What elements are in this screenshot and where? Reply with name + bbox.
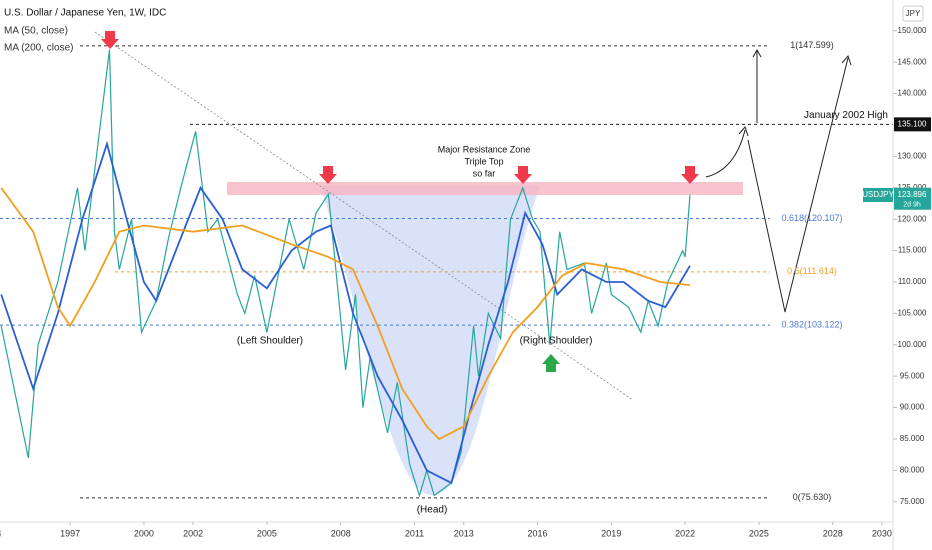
fib-label: 0.618(120.107) bbox=[781, 213, 842, 223]
chart-title: U.S. Dollar / Japanese Yen, 1W, IDC bbox=[4, 8, 166, 19]
symbol-tag bbox=[863, 188, 893, 202]
y-tick-label: 100.000 bbox=[898, 340, 927, 349]
x-tick-label: 2028 bbox=[823, 528, 843, 538]
projection-curve bbox=[705, 129, 746, 178]
arrow-head bbox=[841, 55, 852, 66]
x-tick-label: 2030 bbox=[872, 528, 892, 538]
red-arrow bbox=[101, 31, 119, 49]
ma-line bbox=[0, 140, 691, 485]
x-tick-label: 2008 bbox=[331, 528, 351, 538]
y-tick-label: 140.000 bbox=[898, 89, 927, 98]
resistance-zone bbox=[227, 182, 743, 195]
symbol: USDJPY bbox=[862, 190, 894, 199]
y-tick-label: 75.000 bbox=[900, 497, 925, 506]
projection bbox=[705, 48, 852, 313]
y-tick-label: 125.000 bbox=[898, 183, 927, 192]
signal-arrows bbox=[101, 31, 699, 372]
green-arrow bbox=[542, 354, 560, 372]
x-tick-label: 2002 bbox=[183, 528, 203, 538]
high-level-tag bbox=[894, 117, 931, 132]
trend-line bbox=[94, 31, 634, 401]
annotation: so far bbox=[473, 168, 496, 178]
y-tick-label: 120.000 bbox=[898, 214, 927, 223]
x-tick-label: 2013 bbox=[454, 528, 474, 538]
annotation: (Left Shoulder) bbox=[237, 336, 303, 347]
countdown: 2d 9h bbox=[903, 202, 921, 209]
y-tick-label: 95.000 bbox=[900, 371, 925, 380]
y-tick-label: 85.000 bbox=[900, 434, 925, 443]
annotation: (Head) bbox=[417, 505, 448, 516]
ma-line bbox=[0, 187, 691, 441]
red-arrow bbox=[319, 166, 337, 184]
annotation: Triple Top bbox=[464, 156, 503, 166]
annotation: Major Resistance Zone bbox=[438, 144, 531, 154]
plot bbox=[0, 31, 893, 499]
x-tick-label: 2025 bbox=[749, 528, 769, 538]
legend-entry: MA (200, close) bbox=[4, 43, 73, 54]
annotation: (Right Shoulder) bbox=[520, 336, 593, 347]
currency: JPY bbox=[906, 9, 921, 18]
arrow-head bbox=[752, 48, 762, 58]
x-tick-label: 1997 bbox=[60, 528, 80, 538]
x-tick-label: 2005 bbox=[257, 528, 277, 538]
y-tick-label: 150.000 bbox=[898, 26, 927, 35]
red-arrow bbox=[514, 166, 532, 184]
high-level-label: 135.100 bbox=[898, 119, 927, 128]
legend-entry: MA (50, close) bbox=[4, 26, 68, 37]
red-arrow bbox=[681, 166, 699, 184]
price-line bbox=[0, 49, 691, 498]
y-tick-label: 105.000 bbox=[898, 308, 927, 317]
y-tick-label: 80.000 bbox=[900, 465, 925, 474]
y-tick-label: 145.000 bbox=[898, 57, 927, 66]
x-tick-label: 2000 bbox=[134, 528, 154, 538]
last-price: 123.896 bbox=[898, 190, 927, 199]
y-tick-label: 90.000 bbox=[900, 403, 925, 412]
arrow-head bbox=[738, 126, 749, 137]
x-tick-label: 94 bbox=[0, 528, 1, 538]
x-tick-label: 2019 bbox=[601, 528, 621, 538]
y-tick-label: 130.000 bbox=[898, 151, 927, 160]
y-tick-label: 110.000 bbox=[898, 277, 927, 286]
fib-label: 0.382(103.122) bbox=[781, 320, 842, 330]
fib-label: 0.5(111.614) bbox=[787, 266, 837, 276]
y-tick-label: 115.000 bbox=[898, 246, 927, 255]
fib-label: 0(75.630) bbox=[793, 492, 832, 502]
currency-box[interactable] bbox=[902, 5, 924, 22]
x-tick-label: 2016 bbox=[528, 528, 548, 538]
x-tick-label: 2011 bbox=[405, 528, 424, 538]
high-level-name: January 2002 High bbox=[804, 110, 888, 121]
x-tick-label: 2022 bbox=[675, 528, 695, 538]
head-area bbox=[320, 186, 540, 495]
price-tag bbox=[894, 187, 931, 210]
fib-label: 1(147.599) bbox=[790, 40, 834, 50]
marks bbox=[0, 49, 691, 498]
projection-path bbox=[747, 57, 849, 313]
